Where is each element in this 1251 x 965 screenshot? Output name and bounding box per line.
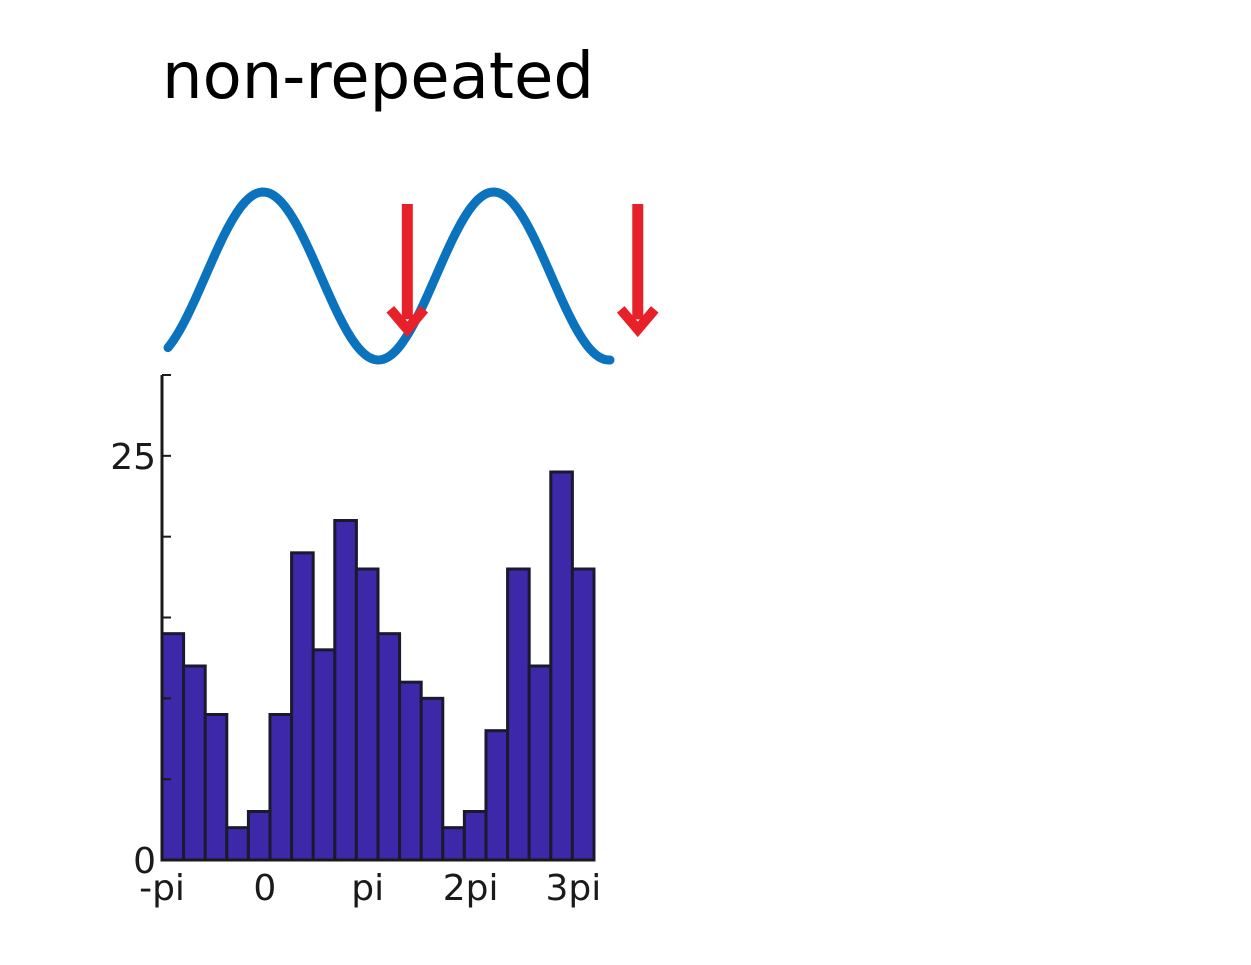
histogram-bar bbox=[398, 680, 423, 862]
x-tick-label: 3pi bbox=[546, 868, 602, 909]
phase-wave bbox=[163, 187, 659, 365]
down-arrow-icon bbox=[386, 204, 429, 337]
histogram-bar bbox=[527, 664, 553, 862]
arrow-head bbox=[386, 305, 429, 337]
histogram-bar bbox=[160, 632, 186, 862]
histogram-bar bbox=[419, 696, 445, 862]
histogram-bar bbox=[203, 713, 229, 862]
histogram-bar bbox=[182, 664, 207, 862]
histogram-bar bbox=[484, 729, 510, 862]
down-arrow-icon bbox=[616, 204, 659, 338]
histogram-bar bbox=[570, 567, 596, 862]
x-tick-label: pi bbox=[351, 868, 384, 909]
y-tick-label: 0 bbox=[133, 841, 156, 882]
chart-title: non-repeated bbox=[162, 40, 594, 114]
histogram-bar bbox=[311, 648, 337, 862]
sine-wave-line bbox=[163, 187, 615, 365]
histogram-bar bbox=[549, 470, 574, 862]
arrow-group bbox=[386, 204, 659, 338]
axes bbox=[160, 374, 594, 862]
histogram-bar bbox=[462, 810, 488, 862]
histogram-bar bbox=[354, 567, 380, 862]
x-tick-label: 2pi bbox=[443, 868, 499, 909]
x-tick-label: -pi bbox=[139, 868, 185, 909]
x-tick-label: 0 bbox=[253, 868, 276, 909]
histogram-bars bbox=[160, 470, 596, 862]
arrow-head bbox=[616, 306, 659, 338]
y-tick-label: 25 bbox=[110, 437, 156, 478]
histogram-bar bbox=[246, 810, 272, 862]
x-tick-labels: -pi 0 pi 2pi 3pi bbox=[139, 868, 601, 909]
histogram-bar bbox=[268, 713, 294, 862]
y-tick-labels: 0 25 bbox=[110, 437, 156, 882]
histogram-bar bbox=[376, 632, 402, 862]
histogram-bar bbox=[333, 519, 358, 862]
histogram-bar bbox=[506, 567, 531, 862]
histogram-bar bbox=[441, 826, 466, 862]
histogram-bar bbox=[290, 551, 315, 862]
histogram-bar bbox=[225, 826, 250, 862]
